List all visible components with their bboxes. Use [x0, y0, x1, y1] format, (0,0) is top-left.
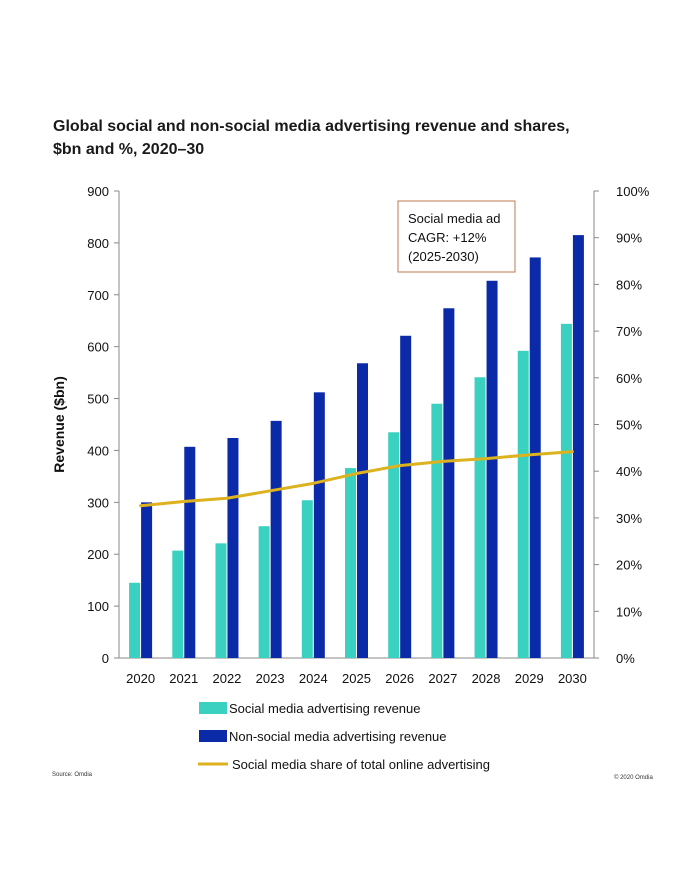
y-tick-label: 900 — [87, 184, 109, 199]
bar-social-2024 — [301, 500, 313, 658]
cagr-callout-line-3: (2025-2030) — [408, 249, 479, 264]
legend-label-social: Social media advertising revenue — [229, 701, 421, 716]
x-tick-label: 2024 — [299, 671, 328, 686]
x-tick-label: 2028 — [472, 671, 501, 686]
cagr-callout-line-1: Social media ad — [408, 211, 501, 226]
bar-non-social-2022 — [227, 437, 239, 658]
y-tick-label: 300 — [87, 495, 109, 510]
bar-social-2030 — [560, 323, 572, 658]
y-tick-label: 600 — [87, 340, 109, 355]
chart-title-line-2: $bn and %, 2020–30 — [53, 141, 205, 158]
bar-social-2023 — [258, 526, 270, 658]
bar-non-social-2024 — [313, 392, 325, 658]
y-axis-title: Revenue ($bn) — [51, 376, 67, 472]
x-tick-label: 2030 — [558, 671, 587, 686]
bar-non-social-2030 — [572, 235, 584, 658]
y-tick-label: 100 — [87, 599, 109, 614]
y2-tick-label: 10% — [616, 604, 642, 619]
legend-label-share: Social media share of total online adver… — [232, 757, 490, 772]
copyright-note: © 2020 Omdia — [614, 775, 653, 781]
y-tick-label: 400 — [87, 443, 109, 458]
y2-tick-label: 100% — [616, 184, 650, 199]
y-tick-label: 700 — [87, 288, 109, 303]
y2-tick-label: 90% — [616, 231, 642, 246]
cagr-callout-line-2: CAGR: +12% — [408, 230, 487, 245]
y2-tick-label: 30% — [616, 511, 642, 526]
x-tick-label: 2029 — [515, 671, 544, 686]
bar-social-2025 — [345, 468, 356, 658]
legend-swatch-social — [199, 702, 227, 714]
share-line — [139, 450, 574, 508]
y2-tick-label: 70% — [616, 324, 642, 339]
y-tick-label: 800 — [87, 236, 109, 251]
y-tick-label: 200 — [87, 547, 109, 562]
y2-tick-label: 0% — [616, 651, 635, 666]
bar-non-social-2027 — [443, 308, 455, 658]
y2-tick-label: 50% — [616, 418, 642, 433]
y2-tick-label: 40% — [616, 464, 642, 479]
x-tick-label: 2021 — [169, 671, 198, 686]
chart-title: Global social and non-social media adver… — [53, 115, 653, 161]
bar-non-social-2020 — [141, 502, 153, 658]
bar-non-social-2025 — [357, 363, 368, 658]
bar-non-social-2021 — [184, 446, 196, 658]
y-tick-label: 500 — [87, 392, 109, 407]
y2-tick-label: 20% — [616, 558, 642, 573]
x-tick-label: 2027 — [428, 671, 457, 686]
x-tick-label: 2023 — [256, 671, 285, 686]
x-tick-label: 2020 — [126, 671, 155, 686]
legend-label-non-social: Non-social media advertising revenue — [229, 729, 447, 744]
bar-non-social-2023 — [270, 420, 282, 658]
source-note: Source: Omdia — [52, 772, 93, 778]
x-tick-label: 2022 — [212, 671, 241, 686]
bar-non-social-2026 — [400, 335, 412, 658]
bar-non-social-2028 — [486, 280, 498, 658]
bar-social-2029 — [517, 350, 529, 658]
bar-social-2021 — [172, 550, 184, 658]
y2-tick-label: 80% — [616, 277, 642, 292]
x-tick-label: 2026 — [385, 671, 414, 686]
y-tick-label: 0 — [102, 651, 109, 666]
x-tick-label: 2025 — [342, 671, 371, 686]
bar-social-2028 — [474, 377, 486, 658]
bar-social-2027 — [431, 403, 443, 658]
chart-title-line-1: Global social and non-social media adver… — [53, 118, 570, 135]
bar-social-2022 — [215, 543, 227, 658]
bar-social-2026 — [388, 432, 400, 658]
bar-social-2020 — [129, 582, 141, 658]
legend-swatch-non-social — [199, 730, 227, 742]
bar-non-social-2029 — [529, 257, 541, 658]
y2-tick-label: 60% — [616, 371, 642, 386]
cagr-callout-box — [397, 200, 516, 273]
